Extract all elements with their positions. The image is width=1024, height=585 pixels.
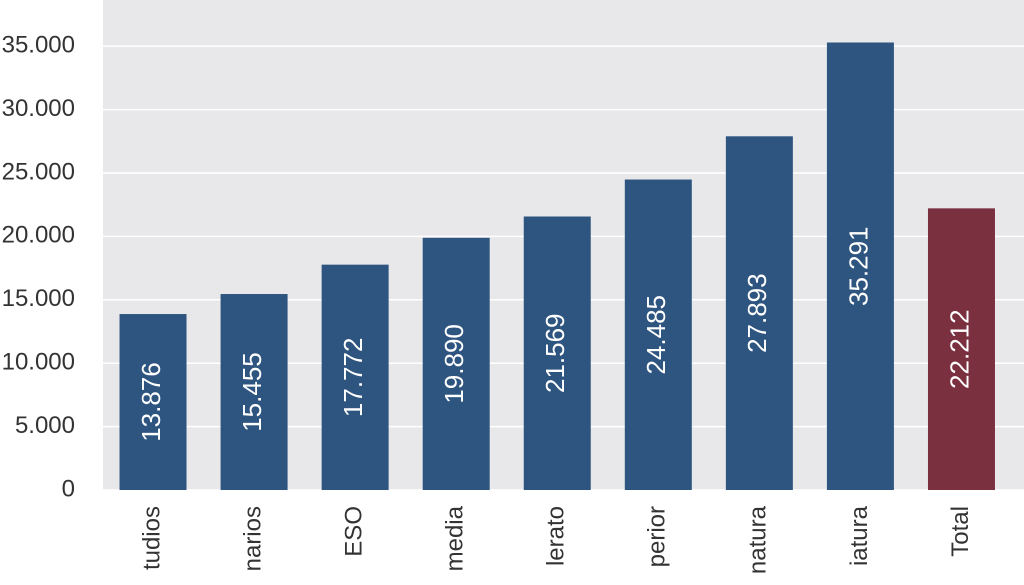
value-label: 13.876 [136,362,166,442]
value-label: 22.212 [944,309,974,389]
bar [725,136,793,490]
bar [927,208,995,490]
x-tick-label: narios [239,506,266,571]
value-label: 27.893 [742,273,772,353]
bar [119,314,187,490]
value-label: 19.890 [439,324,469,404]
y-tick-label: 25.000 [2,158,75,185]
x-tick-label: iatura [846,505,873,566]
x-tick-label: Total [947,506,974,557]
y-tick-label: 5.000 [15,412,75,439]
bar [422,237,490,490]
x-tick-label: tudios [138,506,165,570]
bar [624,179,692,490]
value-label: 15.455 [237,352,267,432]
y-tick-label: 20.000 [2,222,75,249]
y-tick-label: 30.000 [2,95,75,122]
y-tick-label: 15.000 [2,285,75,312]
x-tick-label: natura [745,505,772,574]
bar [220,294,288,490]
bar [523,216,591,490]
x-tick-label: ESO [340,506,367,557]
x-tick-label: lerato [543,506,570,566]
bar [321,264,389,490]
value-label: 35.291 [843,226,873,306]
x-tick-label: perior [644,506,671,567]
y-tick-label: 35.000 [2,32,75,59]
value-label: 24.485 [641,295,671,375]
y-tick-label: 0 [62,475,75,502]
value-label: 21.569 [540,313,570,393]
x-tick-label: media [442,505,469,571]
value-label: 17.772 [338,338,368,418]
y-tick-label: 10.000 [2,349,75,376]
bar [826,42,894,490]
